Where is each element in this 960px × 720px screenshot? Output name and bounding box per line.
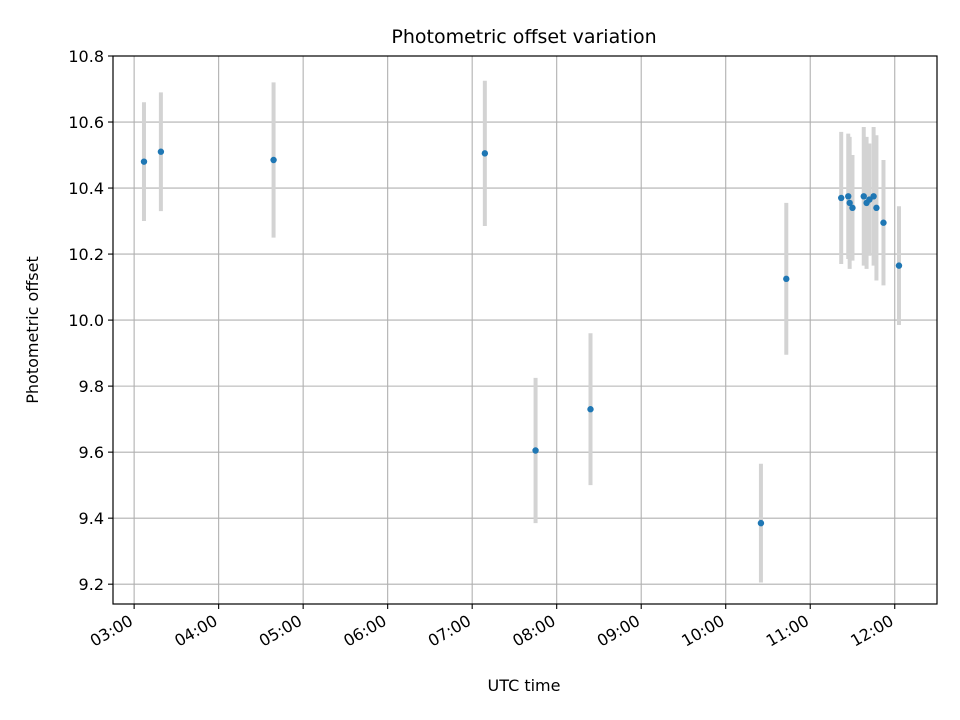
data-point xyxy=(860,193,867,200)
data-point xyxy=(880,219,887,226)
plot-frame xyxy=(112,55,938,605)
y-tick-label: 10.4 xyxy=(68,179,104,198)
y-tick-label: 9.6 xyxy=(79,443,104,462)
x-axis-label: UTC time xyxy=(488,676,561,695)
data-point xyxy=(783,275,790,283)
y-tick-label: 10.2 xyxy=(68,245,104,264)
data-point xyxy=(157,148,165,155)
y-tick-label: 10.0 xyxy=(68,311,104,330)
data-point xyxy=(838,194,845,202)
data-point xyxy=(849,204,856,212)
y-tick-label: 9.4 xyxy=(79,509,104,528)
data-points xyxy=(140,148,903,527)
data-point xyxy=(873,204,880,212)
data-point xyxy=(481,150,489,157)
y-tick-label: 9.2 xyxy=(79,575,104,594)
y-tick-label: 10.8 xyxy=(68,47,104,66)
y-tick-label: 10.6 xyxy=(68,113,104,132)
data-point xyxy=(845,193,852,200)
y-axis-ticks: 9.2 9.4 9.6 9.8 10.0 10.2 10.4 10.6 10.8 xyxy=(68,47,113,594)
data-point xyxy=(846,199,853,207)
y-axis-label: Photometric offset xyxy=(23,256,42,404)
y-tick-label: 9.8 xyxy=(79,377,104,396)
chart-title: Photometric offset variation xyxy=(391,26,656,48)
data-point xyxy=(870,193,877,200)
data-point xyxy=(270,156,277,164)
data-point xyxy=(757,519,765,527)
data-point xyxy=(895,262,903,269)
data-point xyxy=(532,447,539,454)
data-point xyxy=(140,158,148,165)
data-point xyxy=(587,406,594,413)
